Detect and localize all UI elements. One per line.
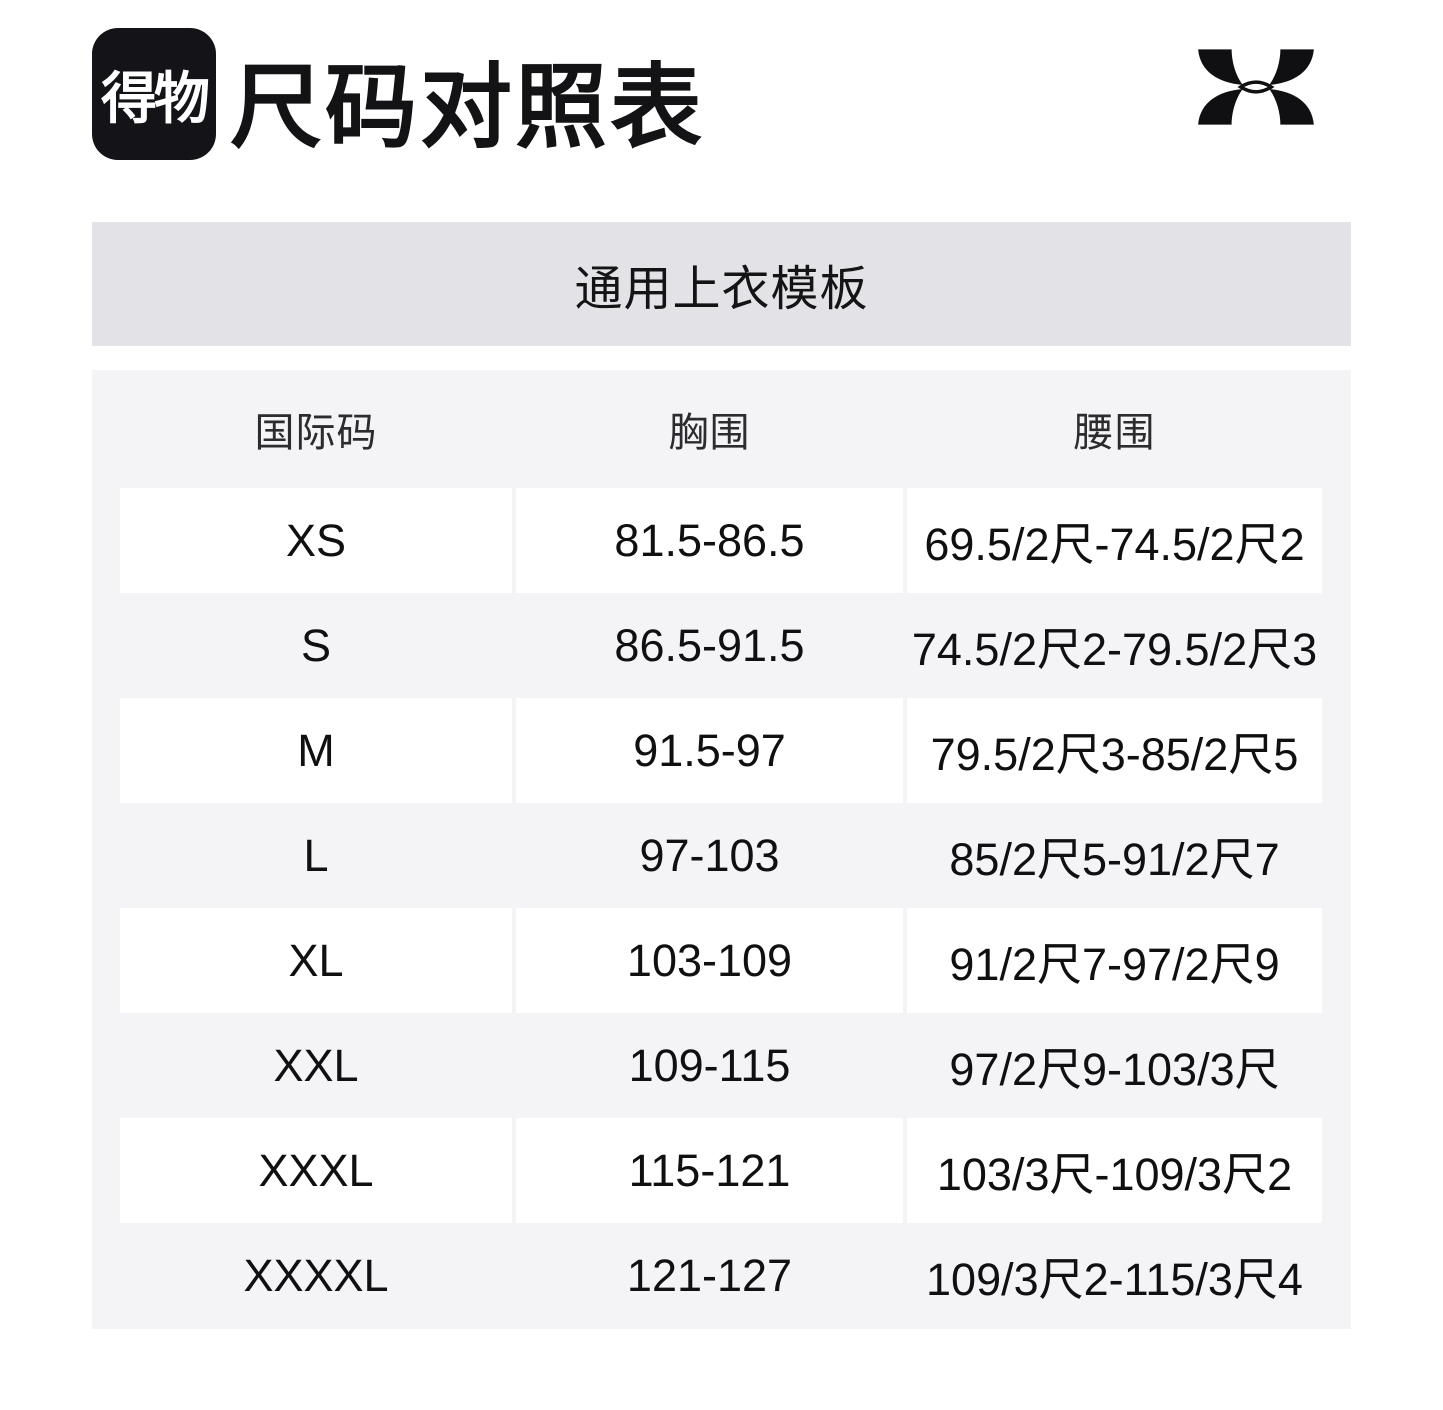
chest-cell: 86.5-91.5 bbox=[614, 619, 805, 671]
table-banner: 通用上衣模板 bbox=[92, 222, 1351, 346]
size-cell: M bbox=[120, 698, 512, 803]
table-row: XXL 109-115 97/2尺9-103/3尺 bbox=[120, 1013, 1322, 1118]
banner-title: 通用上衣模板 bbox=[574, 263, 869, 316]
size-cell: L bbox=[303, 829, 329, 881]
chest-cell: 115-121 bbox=[516, 1118, 903, 1223]
table-row: S 86.5-91.5 74.5/2尺2-79.5/2尺3 bbox=[120, 593, 1322, 698]
table-header-row: 国际码 胸围 腰围 bbox=[120, 370, 1322, 488]
waist-cell: 79.5/2尺3-85/2尺5 bbox=[907, 698, 1322, 803]
size-chart-table: 国际码 胸围 腰围 XS 81.5-86.5 69.5/2尺-74.5/2尺2 … bbox=[92, 370, 1351, 1329]
size-cell: XXXXL bbox=[243, 1249, 389, 1301]
chest-cell: 91.5-97 bbox=[516, 698, 903, 803]
under-armour-logo-icon bbox=[1198, 49, 1314, 125]
waist-cell: 91/2尺7-97/2尺9 bbox=[907, 908, 1322, 1013]
table-row: XXXXL 121-127 109/3尺2-115/3尺4 bbox=[120, 1223, 1322, 1328]
table-row: M 91.5-97 79.5/2尺3-85/2尺5 bbox=[120, 698, 1322, 803]
waist-cell: 97/2尺9-103/3尺 bbox=[949, 1044, 1280, 1095]
size-cell: XL bbox=[120, 908, 512, 1013]
chest-cell: 103-109 bbox=[516, 908, 903, 1013]
size-cell: XXL bbox=[273, 1039, 359, 1091]
table-row: XS 81.5-86.5 69.5/2尺-74.5/2尺2 bbox=[120, 488, 1322, 593]
chest-cell: 97-103 bbox=[639, 829, 780, 881]
table-row: L 97-103 85/2尺5-91/2尺7 bbox=[120, 803, 1322, 908]
waist-cell: 103/3尺-109/3尺2 bbox=[907, 1118, 1322, 1223]
waist-cell: 74.5/2尺2-79.5/2尺3 bbox=[911, 624, 1318, 675]
waist-cell: 109/3尺2-115/3尺4 bbox=[926, 1254, 1303, 1305]
table-row: XL 103-109 91/2尺7-97/2尺9 bbox=[120, 908, 1322, 1013]
dewu-logo-text: 得物 bbox=[101, 66, 210, 130]
chest-cell: 81.5-86.5 bbox=[516, 488, 903, 593]
table-row: XXXL 115-121 103/3尺-109/3尺2 bbox=[120, 1118, 1322, 1223]
page-title: 尺码对照表 bbox=[230, 57, 706, 159]
chest-cell: 121-127 bbox=[626, 1249, 793, 1301]
column-header-waist: 腰围 bbox=[1073, 411, 1156, 455]
column-header-size: 国际码 bbox=[254, 411, 378, 455]
size-cell: XS bbox=[120, 488, 512, 593]
dewu-logo: 得物 bbox=[92, 28, 216, 160]
column-header-chest: 胸围 bbox=[668, 411, 751, 455]
chest-cell: 109-115 bbox=[628, 1039, 791, 1091]
size-cell: S bbox=[300, 619, 331, 671]
waist-cell: 69.5/2尺-74.5/2尺2 bbox=[907, 488, 1322, 593]
size-cell: XXXL bbox=[120, 1118, 512, 1223]
waist-cell: 85/2尺5-91/2尺7 bbox=[949, 834, 1280, 885]
